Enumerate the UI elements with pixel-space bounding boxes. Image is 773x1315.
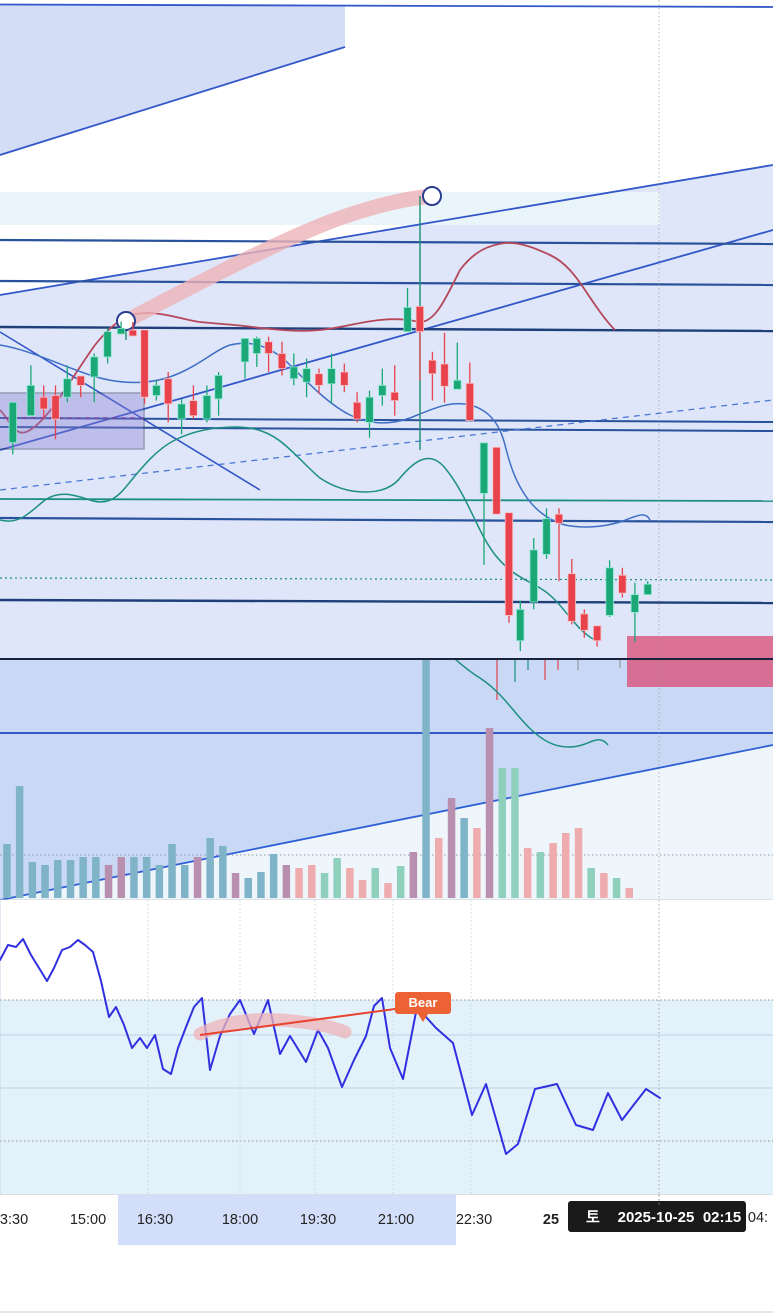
svg-text:16:30: 16:30	[137, 1212, 173, 1228]
svg-text:19:30: 19:30	[300, 1212, 336, 1228]
svg-text:Bear: Bear	[409, 995, 438, 1010]
svg-text:18:00: 18:00	[222, 1212, 258, 1228]
svg-text:2025-10-25: 2025-10-25	[618, 1209, 695, 1226]
svg-text:25: 25	[543, 1212, 559, 1228]
svg-text:02:15: 02:15	[703, 1209, 741, 1226]
svg-text:04:: 04:	[748, 1210, 768, 1226]
svg-text:토: 토	[586, 1209, 600, 1226]
svg-text:15:00: 15:00	[70, 1212, 106, 1228]
svg-text:21:00: 21:00	[378, 1212, 414, 1228]
svg-text:22:30: 22:30	[456, 1212, 492, 1228]
svg-text:13:30: 13:30	[0, 1212, 28, 1228]
